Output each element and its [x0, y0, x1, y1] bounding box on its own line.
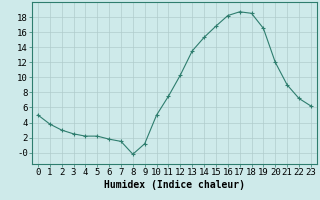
X-axis label: Humidex (Indice chaleur): Humidex (Indice chaleur): [104, 180, 245, 190]
